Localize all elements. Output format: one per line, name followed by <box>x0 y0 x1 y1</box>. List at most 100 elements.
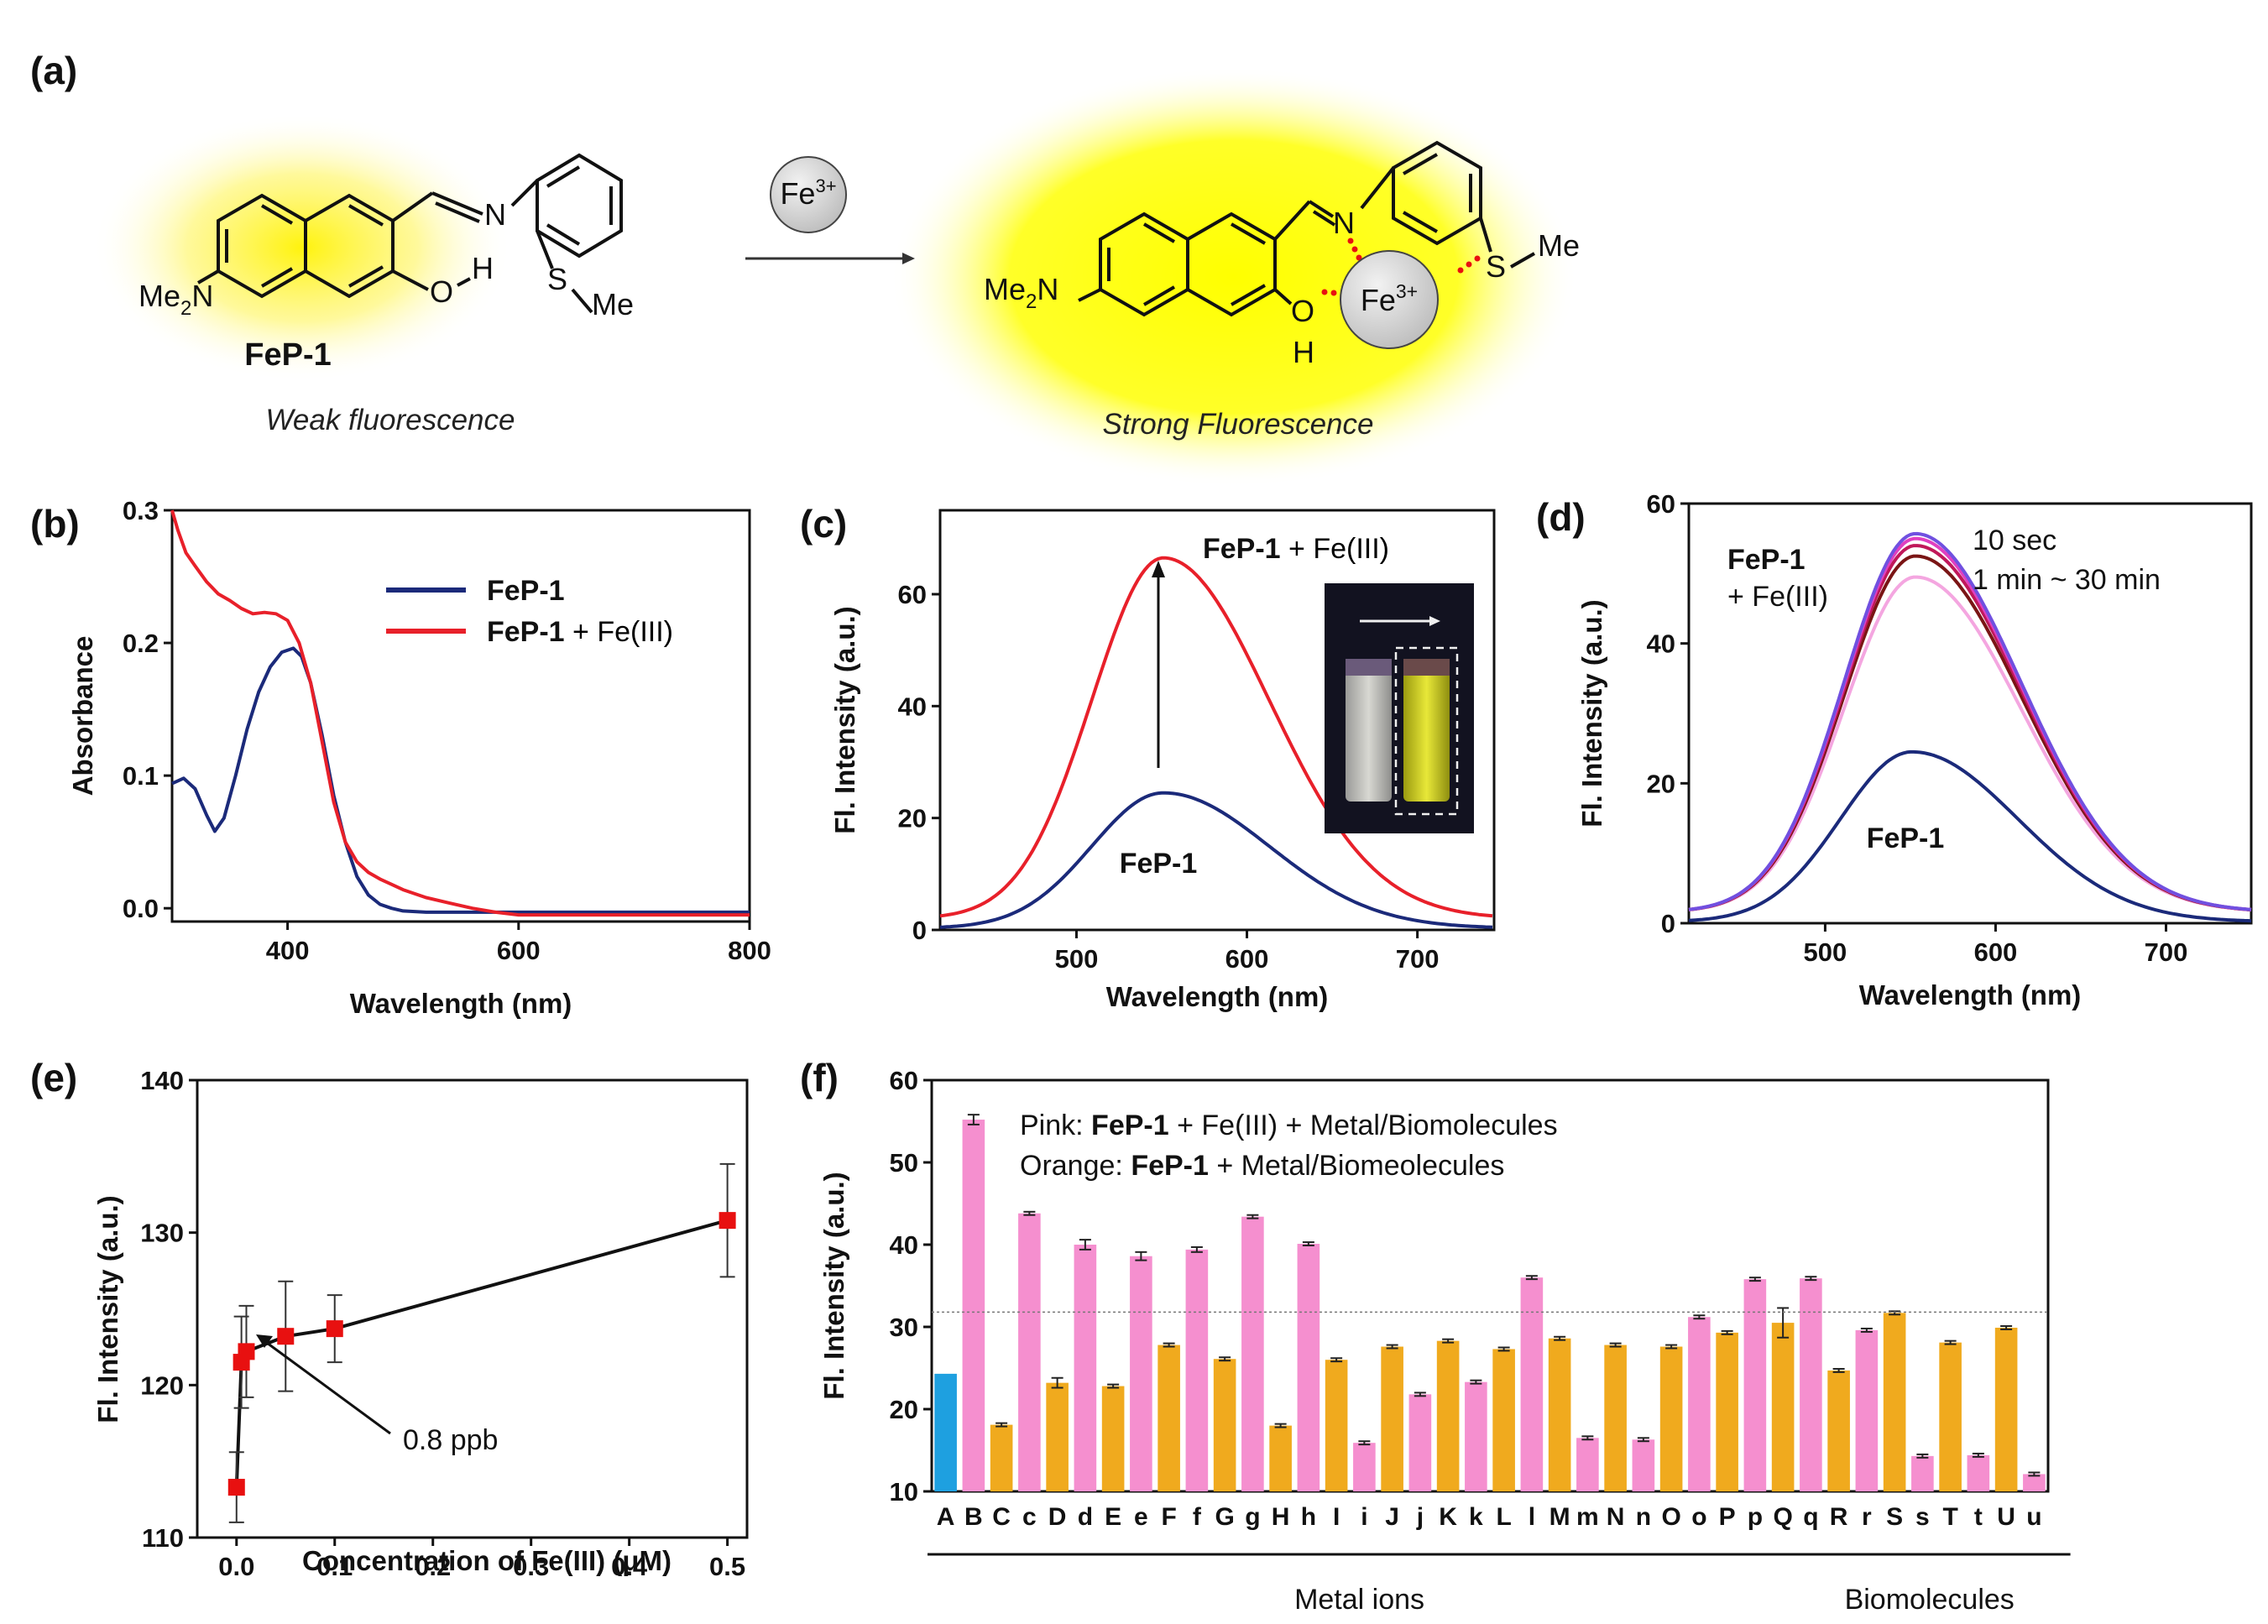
chart-e-point-0 <box>227 1479 245 1496</box>
chart-f-xtick-label-19: k <box>1469 1503 1483 1531</box>
chart-d-series <box>1688 531 2252 923</box>
chart-f-bar-L <box>1492 1349 1515 1491</box>
chart-c-annotation-top: FeP-1 + Fe(III) <box>1203 533 1389 565</box>
chart-e-xlabel: Concentration of Fe(III) (μM) <box>302 1545 672 1576</box>
complex-hydroxyl-o: O <box>1291 294 1314 328</box>
complex-hydroxyl-h: H <box>1293 335 1314 369</box>
panel-label-b: (b) <box>30 502 80 546</box>
chart-f-ylabel: Fl. Intensity (a.u.) <box>818 1172 849 1399</box>
complex-fe-label: Fe3+ <box>1361 280 1418 317</box>
chart-d-ytick-label-0: 0 <box>1661 909 1675 938</box>
chart-e-pointer-head <box>256 1334 273 1348</box>
chart-b-frame <box>170 509 751 923</box>
chart-f-xtick-label-5: d <box>1078 1503 1093 1531</box>
chart-f-xtick-label-34: S <box>1886 1503 1903 1531</box>
chart-f-bar-J <box>1381 1346 1403 1491</box>
panel-label-f: (f) <box>800 1056 839 1099</box>
chart-f-ytick-label-2: 30 <box>890 1313 918 1342</box>
chart-f-legend-orange: Orange: FeP-1 + Metal/Biomeolecules <box>1020 1150 1504 1182</box>
chart-f-xtick-label-38: U <box>1997 1503 2015 1531</box>
chart-b-ylabel: Absorbance <box>67 636 98 796</box>
chart-b: 400 600 800 0.0 0.1 0.2 0.3 FeP-1 FeP-1 + Fe(I… <box>67 496 771 1019</box>
chart-e-xtick-label-4: 0.4 <box>611 1552 648 1581</box>
reaction-arrowhead <box>902 253 915 264</box>
chart-d-ytick-label-3: 60 <box>1647 489 1675 519</box>
chart-f-bar-E <box>1101 1386 1125 1491</box>
chart-c-line-0 <box>939 791 1493 929</box>
chart-f-bar-U <box>1994 1327 2018 1491</box>
chart-f-bar-I <box>1325 1360 1348 1491</box>
chart-f-bar-B <box>962 1120 985 1491</box>
probe-caption: Weak fluorescence <box>265 404 515 436</box>
chart-f-bar-F <box>1158 1345 1180 1491</box>
chart-f-bar-k <box>1465 1381 1487 1491</box>
chart-c-xtick-label-0: 500 <box>1055 944 1099 974</box>
chart-d-frame <box>1687 502 2253 925</box>
chart-f-xtick-label-18: K <box>1439 1503 1457 1531</box>
panel-label-e: (e) <box>30 1056 77 1099</box>
probe-hydroxyl-o: O <box>430 274 453 309</box>
chart-d-annotation-time2: 1 min ~ 30 min <box>1973 564 2161 596</box>
chart-f-bar-d <box>1074 1245 1097 1491</box>
chart-f-ytick-label-3: 40 <box>890 1230 918 1260</box>
chart-f-xtick-label-15: i <box>1361 1503 1367 1531</box>
chart-f-groups: Metal ions Biomolecules <box>928 1553 2071 1616</box>
chart-c-ytick-label-1: 20 <box>898 804 927 833</box>
chart-d-annotation-probe: FeP-1 <box>1727 544 1806 576</box>
chart-f-xtick-label-37: t <box>1974 1503 1983 1531</box>
chart-c-frame <box>938 509 1496 932</box>
chart-e-ytick-label-0: 110 <box>142 1523 184 1553</box>
chart-f-bar-t <box>1967 1454 1990 1491</box>
chart-f-bar-u <box>2023 1474 2046 1491</box>
chart-f-bar-h <box>1297 1244 1320 1491</box>
chart-b-xtick-label-1: 600 <box>497 936 541 965</box>
chart-d-xtick-label-2: 700 <box>2145 937 2188 967</box>
chart-f-xtick-label-14: I <box>1333 1503 1340 1531</box>
chart-f-xtick-label-24: N <box>1607 1503 1625 1531</box>
chart-f-xtick-label-26: O <box>1661 1503 1680 1531</box>
chart-f-xtick-label-27: o <box>1691 1503 1706 1531</box>
chart-e-ytick-label-1: 120 <box>140 1371 184 1400</box>
chart-b-series <box>170 509 750 917</box>
chart-b-ticks: 400 600 800 0.0 0.1 0.2 0.3 <box>123 496 771 965</box>
chart-f-xtick-label-9: f <box>1193 1503 1202 1531</box>
chart-e-xtick-label-0: 0.0 <box>218 1552 254 1581</box>
chart-c-xtick-label-1: 600 <box>1225 944 1269 974</box>
chart-c-xtick-label-2: 700 <box>1396 944 1440 974</box>
probe-name: FeP-1 <box>244 337 331 373</box>
chart-c-inset-photo <box>1325 583 1474 833</box>
chart-e-series <box>227 1162 736 1523</box>
chart-e-xtick-label-3: 0.3 <box>513 1552 549 1581</box>
panel-label-c: (c) <box>800 502 847 546</box>
complex-thioether-s: S <box>1486 249 1506 284</box>
chart-c: 500 600 700 0 20 40 60 FeP-1 + Fe(III) FeP-1 W… <box>829 509 1496 1012</box>
chart-f-xtick-label-39: u <box>2026 1503 2041 1531</box>
chart-f-bar-f <box>1185 1249 1209 1491</box>
chart-d-line-0 <box>1688 749 2252 923</box>
probe-thioether-me: Me <box>592 287 634 321</box>
chart-f-bar-r <box>1855 1329 1879 1491</box>
chart-d-ytick-label-2: 40 <box>1647 629 1675 659</box>
chart-d-ytick-label-1: 20 <box>1647 769 1675 798</box>
reaction-scheme: Me2N N O H S Me FeP-1 Weak fluorescence … <box>92 67 1580 487</box>
chart-b-ytick-label-1: 0.1 <box>123 761 159 791</box>
chart-c-ticks: 500 600 700 0 20 40 60 <box>898 580 1440 974</box>
probe-imine-n: N <box>484 197 506 232</box>
chart-d-ticks: 500 600 700 0 20 40 60 <box>1647 489 2188 967</box>
chart-d-ylabel: Fl. Intensity (a.u.) <box>1576 599 1607 827</box>
chart-f-bar-i <box>1353 1443 1376 1491</box>
vial-with-fe <box>1403 659 1450 802</box>
chart-e-frame <box>196 1078 749 1539</box>
chart-b-xtick-label-2: 800 <box>728 936 771 965</box>
chart-f-frame <box>930 1078 2050 1493</box>
chart-f-bar-q <box>1800 1278 1822 1491</box>
chart-f-ytick-label-5: 60 <box>890 1066 918 1095</box>
complex-caption: Strong Fluorescence <box>1103 408 1374 441</box>
chart-c-ylabel: Fl. Intensity (a.u.) <box>829 606 860 833</box>
chart-f-xtick-label-23: m <box>1576 1503 1599 1531</box>
chart-e-annotation: 0.8 ppb <box>403 1424 498 1456</box>
chart-e-xtick-label-5: 0.5 <box>709 1552 745 1581</box>
chart-e-point-3 <box>277 1328 295 1345</box>
chart-f-xtick-label-4: D <box>1048 1503 1067 1531</box>
